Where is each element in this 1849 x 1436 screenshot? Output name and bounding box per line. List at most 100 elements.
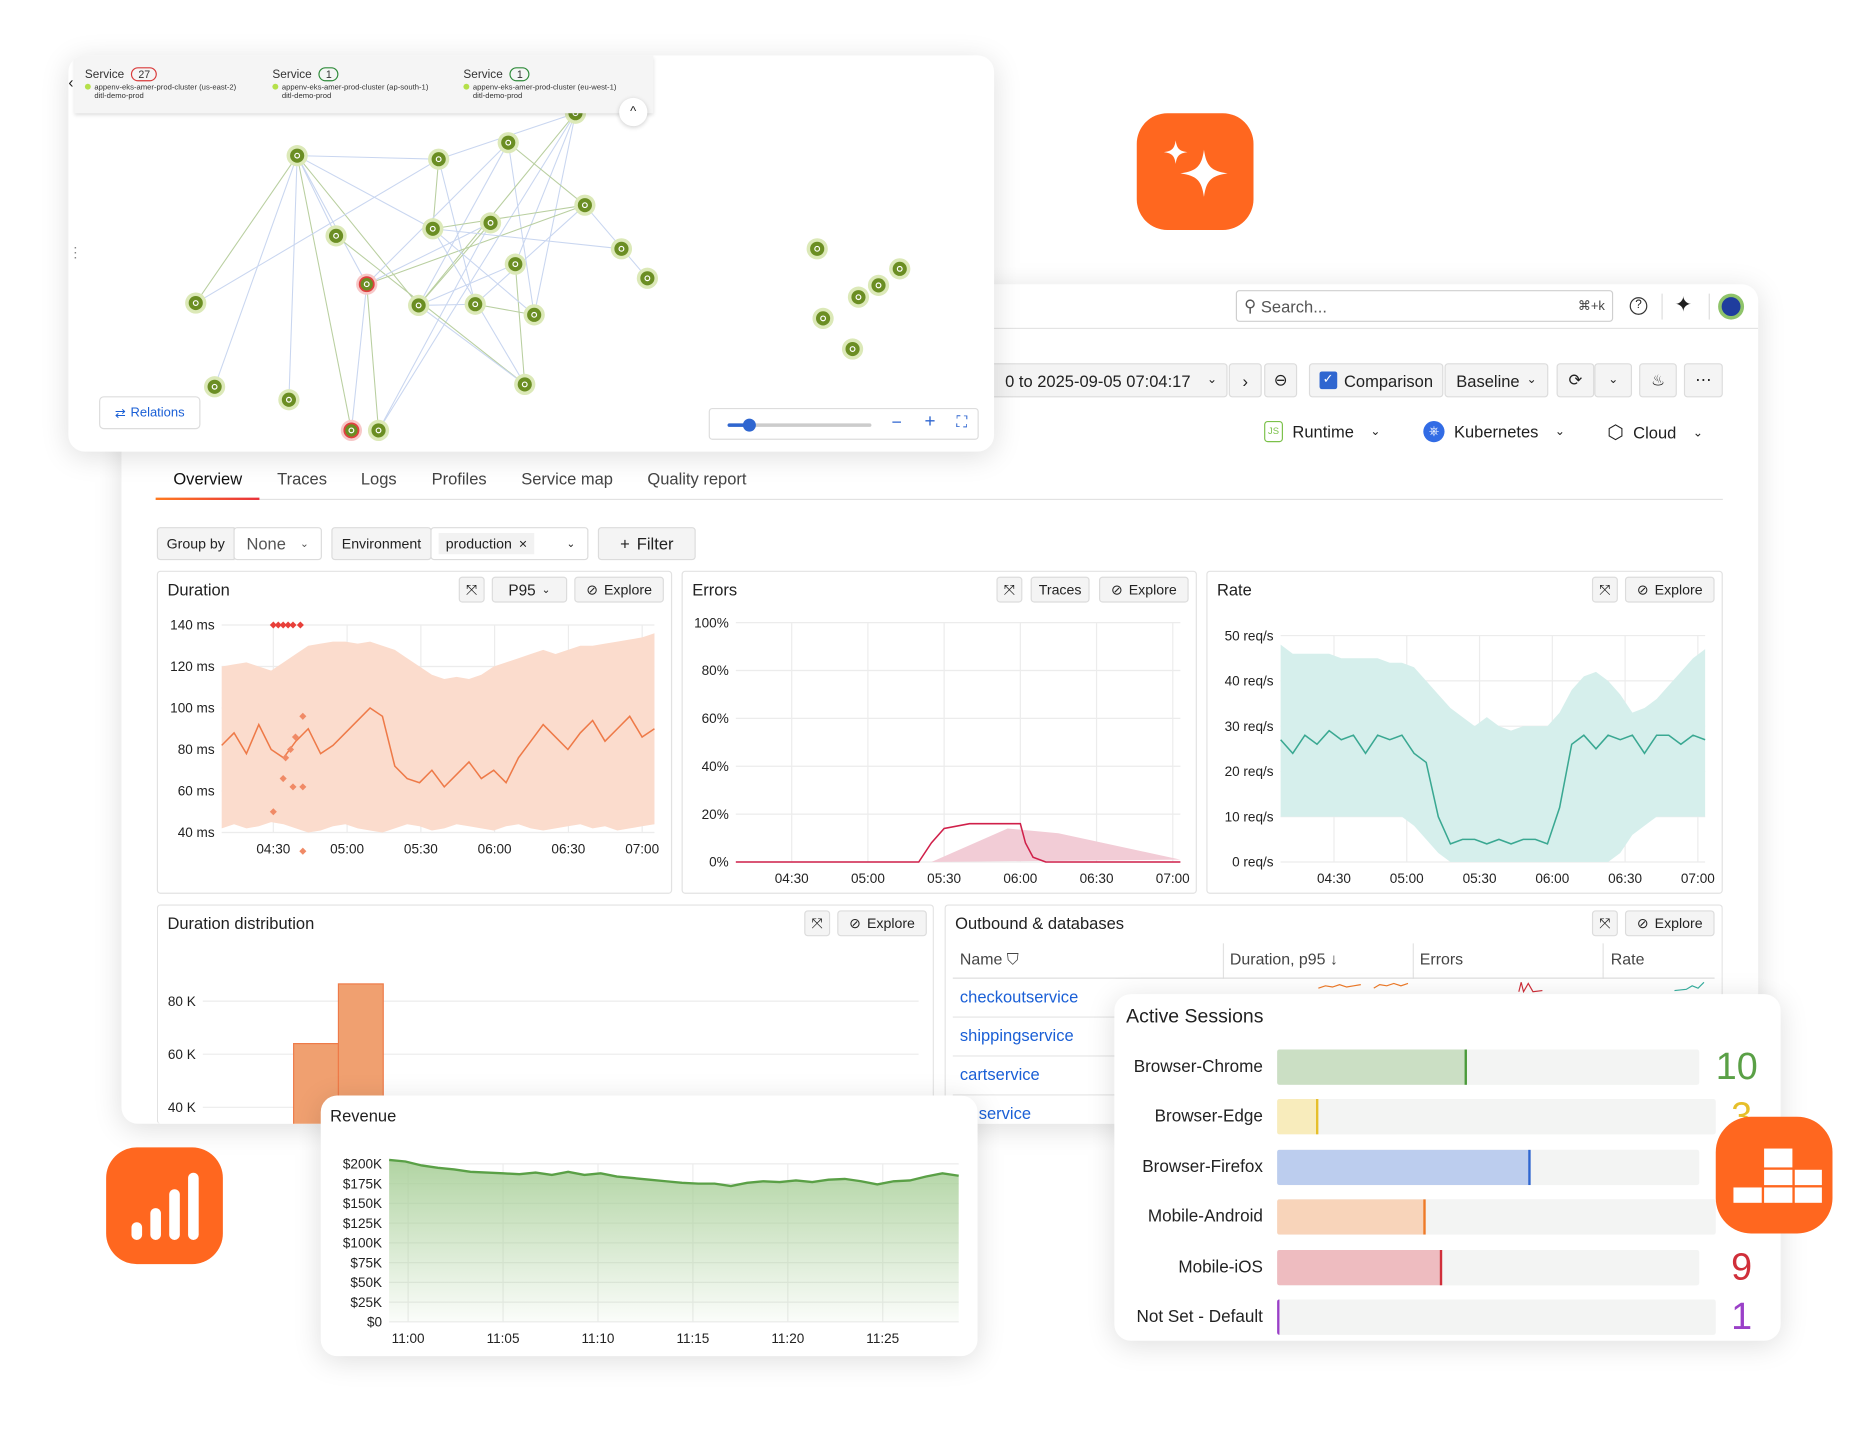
graph-edge xyxy=(507,142,586,206)
zoom-slider[interactable] xyxy=(727,418,872,432)
session-count: 1 xyxy=(1731,1294,1753,1338)
graph-edge xyxy=(418,222,491,306)
graph-edge xyxy=(432,204,585,230)
service-node-icon xyxy=(211,383,218,390)
graph-edge xyxy=(288,155,298,400)
drag-handle-icon[interactable]: ⋮ xyxy=(68,244,83,261)
session-bar-fill xyxy=(1277,1099,1319,1135)
service-node xyxy=(851,290,866,305)
service-node-icon xyxy=(521,381,528,388)
service-node xyxy=(517,377,532,392)
service-node xyxy=(845,341,860,357)
session-bar-fill xyxy=(1277,1199,1427,1235)
sessions-title: Active Sessions xyxy=(1126,1005,1264,1028)
y-tick-label: $50K xyxy=(350,1275,382,1290)
service-node-icon xyxy=(435,156,442,163)
service-node xyxy=(343,422,360,439)
service-node xyxy=(816,311,831,326)
graph-edge xyxy=(296,155,337,237)
service-node xyxy=(371,423,386,438)
relations-button[interactable]: ⇄ Relations xyxy=(99,396,201,430)
chevron-down-icon: ⌄ xyxy=(1207,373,1217,387)
zoom-controls: − + ⛶ xyxy=(708,408,979,440)
service-node-icon xyxy=(581,202,588,209)
service-node xyxy=(468,297,483,312)
y-tick-label: $150K xyxy=(343,1196,382,1211)
cluster-summary[interactable]: Service 1 appenv-eks-amer-prod-cluster (e… xyxy=(463,67,617,101)
service-node-icon xyxy=(294,152,301,159)
bar-chart-tile-icon xyxy=(106,1147,223,1265)
graph-edge xyxy=(514,264,526,385)
x-tick-label: 11:25 xyxy=(866,1331,899,1346)
service-node xyxy=(577,198,592,213)
service-node xyxy=(871,278,886,293)
service-count-badge: 1 xyxy=(509,67,530,82)
service-count-badge: 1 xyxy=(318,67,339,82)
status-dot-icon xyxy=(84,83,91,90)
service-node xyxy=(188,295,203,311)
cluster-summary[interactable]: Service 27 appenv-eks-amer-prod-cluster (… xyxy=(84,67,237,101)
zoom-out-icon[interactable]: − xyxy=(891,412,902,433)
session-bar-track xyxy=(1277,1199,1716,1235)
service-node-icon xyxy=(855,294,862,301)
series-line xyxy=(389,1158,959,1188)
fullscreen-icon[interactable]: ⛶ xyxy=(956,412,968,431)
graph-edge xyxy=(296,155,352,431)
service-node-icon xyxy=(896,265,903,272)
zoom-in-icon[interactable]: + xyxy=(924,411,936,432)
graph-edge xyxy=(378,112,576,431)
active-sessions-card: Active Sessions Browser-Chrome 10 Browse… xyxy=(1114,994,1781,1341)
graph-edge xyxy=(418,112,576,306)
session-bar-track xyxy=(1277,1299,1716,1335)
x-tick-label: 11:00 xyxy=(392,1331,425,1346)
service-node xyxy=(614,241,629,256)
service-node-icon xyxy=(348,427,355,434)
cluster-summary[interactable]: Service 1 appenv-eks-amer-prod-cluster (a… xyxy=(272,67,429,101)
blocks-tile-icon xyxy=(1715,1116,1833,1234)
y-tick-label: $100K xyxy=(343,1236,382,1251)
service-node xyxy=(281,392,296,407)
graph-edge xyxy=(366,142,509,285)
service-node-icon xyxy=(472,301,479,308)
graph-edge xyxy=(418,263,516,306)
relations-icon: ⇄ xyxy=(114,406,126,421)
graph-edge xyxy=(195,155,298,304)
graph-edge xyxy=(366,222,491,285)
revenue-title: Revenue xyxy=(330,1106,397,1125)
y-tick-label: $125K xyxy=(343,1216,382,1231)
service-node xyxy=(527,307,542,322)
graph-edge xyxy=(296,155,434,230)
back-chevron-icon[interactable]: ‹ xyxy=(68,73,74,91)
service-node xyxy=(207,379,222,394)
service-node-icon xyxy=(505,139,512,146)
session-bar-track xyxy=(1277,1099,1716,1135)
graph-edge xyxy=(335,235,526,385)
session-bar-fill xyxy=(1277,1299,1280,1335)
service-node-icon xyxy=(531,311,538,318)
graph-edge xyxy=(432,228,535,316)
x-tick-label: 11:15 xyxy=(676,1331,709,1346)
service-node xyxy=(425,221,440,236)
y-tick-label: $200K xyxy=(343,1157,382,1172)
service-node xyxy=(810,241,825,256)
session-bar-track xyxy=(1277,1249,1700,1285)
session-bar-track xyxy=(1277,1149,1700,1185)
service-node-icon xyxy=(333,232,340,239)
revenue-chart: $0 $25K $50K $75K $100K $125K $150K $175K $200K 1… xyxy=(343,1157,959,1346)
graph-edge xyxy=(474,204,586,305)
service-node-icon xyxy=(192,300,199,307)
graph-edge xyxy=(418,304,526,385)
service-topology-graph[interactable] xyxy=(68,55,994,451)
zoom-slider-knob[interactable] xyxy=(743,418,757,432)
revenue-card: Revenue $0 $25K $50K $75K $100K $125K $150K $17… xyxy=(320,1095,978,1357)
session-bar-fill xyxy=(1277,1249,1442,1285)
service-map-card: ‹ ⋮ Service 27 appenv-eks-amer-prod-clust… xyxy=(68,55,995,452)
collapse-button[interactable]: ^ xyxy=(619,97,648,127)
graph-edge xyxy=(296,155,368,285)
service-node-icon xyxy=(512,261,519,268)
session-count: 10 xyxy=(1715,1044,1758,1088)
service-node xyxy=(501,135,516,150)
service-node-icon xyxy=(644,275,651,282)
graph-edge xyxy=(214,155,298,387)
search-input[interactable]: ⚲ Search... ⌘+k xyxy=(1235,290,1614,322)
